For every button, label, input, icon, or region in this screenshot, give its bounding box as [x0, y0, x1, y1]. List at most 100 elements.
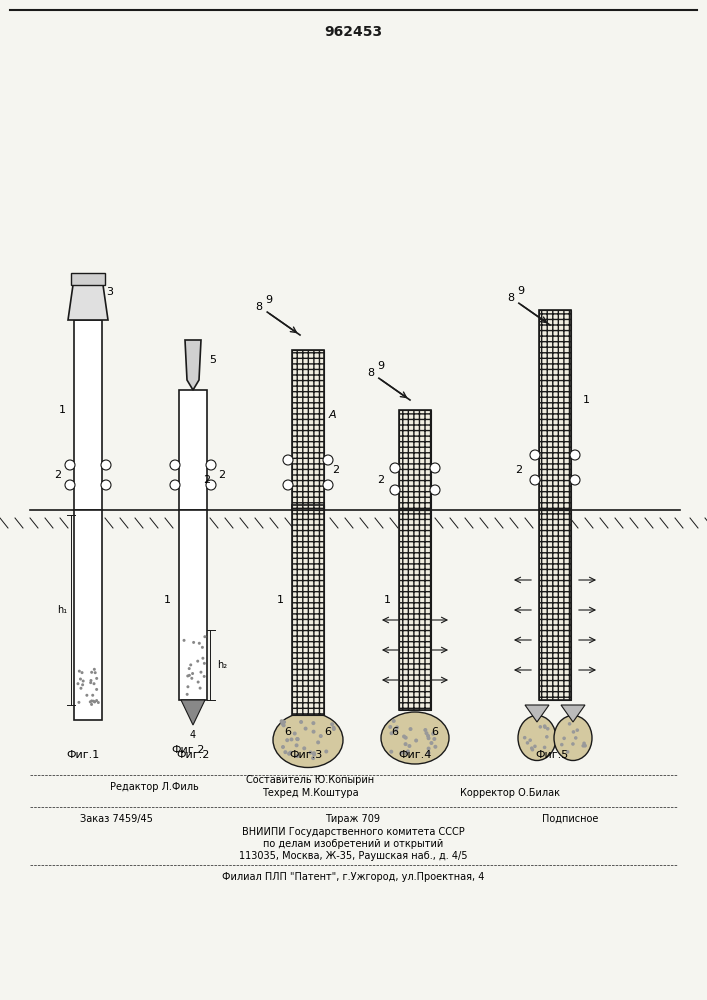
Text: 8: 8: [508, 293, 515, 303]
Circle shape: [95, 681, 98, 684]
Circle shape: [399, 751, 404, 755]
Circle shape: [530, 450, 540, 460]
Circle shape: [562, 737, 566, 740]
Circle shape: [390, 750, 393, 754]
Circle shape: [430, 463, 440, 473]
Circle shape: [575, 728, 579, 732]
Circle shape: [431, 732, 435, 736]
Circle shape: [388, 725, 392, 729]
Circle shape: [424, 731, 428, 735]
Circle shape: [89, 672, 92, 675]
Text: 9: 9: [266, 295, 273, 305]
Bar: [292, 350, 324, 510]
Text: 2: 2: [204, 475, 211, 485]
Circle shape: [546, 727, 549, 731]
Circle shape: [183, 680, 186, 683]
Circle shape: [88, 661, 91, 664]
Circle shape: [93, 687, 95, 690]
Circle shape: [433, 745, 438, 749]
Circle shape: [95, 671, 98, 674]
Circle shape: [84, 680, 88, 683]
Text: Подписное: Подписное: [542, 814, 598, 824]
Circle shape: [296, 737, 300, 741]
Circle shape: [87, 664, 90, 667]
Circle shape: [583, 744, 586, 747]
Circle shape: [84, 693, 87, 696]
Text: Фиг.1: Фиг.1: [66, 750, 100, 760]
Circle shape: [89, 674, 92, 677]
Circle shape: [429, 741, 433, 745]
Text: ВНИИПИ Государственного комитета СССР: ВНИИПИ Государственного комитета СССР: [242, 827, 464, 837]
Circle shape: [395, 725, 399, 729]
Bar: [179, 510, 207, 700]
Circle shape: [189, 664, 193, 667]
Text: Редактор Л.Филь: Редактор Л.Филь: [110, 782, 199, 792]
Circle shape: [308, 751, 312, 755]
Circle shape: [84, 696, 88, 699]
Bar: [539, 310, 571, 510]
Text: 2: 2: [378, 475, 385, 485]
Circle shape: [430, 485, 440, 495]
Bar: [399, 510, 431, 710]
Circle shape: [78, 687, 81, 690]
Circle shape: [312, 751, 316, 755]
Text: 1: 1: [163, 595, 170, 605]
Circle shape: [426, 734, 430, 738]
Circle shape: [203, 676, 206, 679]
Circle shape: [404, 751, 409, 755]
Circle shape: [572, 730, 575, 734]
Circle shape: [101, 460, 111, 470]
Bar: [399, 410, 431, 510]
Circle shape: [423, 728, 427, 732]
Polygon shape: [181, 700, 205, 725]
Circle shape: [311, 721, 315, 725]
Circle shape: [93, 681, 95, 684]
Circle shape: [570, 475, 580, 485]
Text: 9: 9: [378, 361, 385, 371]
Bar: [539, 510, 571, 700]
Circle shape: [284, 750, 287, 754]
Circle shape: [426, 747, 431, 751]
Ellipse shape: [381, 712, 449, 764]
Circle shape: [185, 681, 189, 684]
Circle shape: [560, 743, 563, 746]
Text: 6: 6: [284, 727, 291, 737]
Circle shape: [404, 736, 408, 740]
Text: 1: 1: [276, 595, 284, 605]
Circle shape: [281, 745, 285, 749]
Circle shape: [566, 750, 569, 754]
Circle shape: [332, 726, 336, 730]
Circle shape: [181, 632, 184, 635]
Circle shape: [581, 744, 585, 748]
Circle shape: [185, 630, 187, 633]
Circle shape: [311, 756, 315, 760]
Circle shape: [316, 740, 320, 744]
Circle shape: [332, 727, 336, 731]
Circle shape: [65, 460, 75, 470]
Circle shape: [187, 638, 189, 641]
Circle shape: [402, 735, 406, 739]
Text: A: A: [328, 410, 336, 420]
Circle shape: [89, 692, 92, 695]
Circle shape: [571, 742, 575, 746]
Circle shape: [79, 672, 82, 675]
Circle shape: [539, 725, 542, 729]
Bar: [292, 505, 324, 715]
Circle shape: [281, 722, 284, 726]
Circle shape: [296, 737, 299, 741]
Circle shape: [65, 480, 75, 490]
Text: Фиг.2: Фиг.2: [171, 745, 205, 755]
Circle shape: [299, 720, 303, 724]
Circle shape: [528, 738, 532, 742]
Circle shape: [170, 460, 180, 470]
Text: h₁: h₁: [57, 605, 67, 615]
Bar: [399, 410, 431, 510]
Circle shape: [282, 720, 286, 724]
Circle shape: [295, 743, 298, 747]
Circle shape: [323, 455, 333, 465]
Text: Фиг.4: Фиг.4: [398, 750, 432, 760]
Text: 1: 1: [383, 595, 390, 605]
Circle shape: [206, 460, 216, 470]
Circle shape: [312, 752, 316, 756]
Circle shape: [531, 748, 534, 751]
